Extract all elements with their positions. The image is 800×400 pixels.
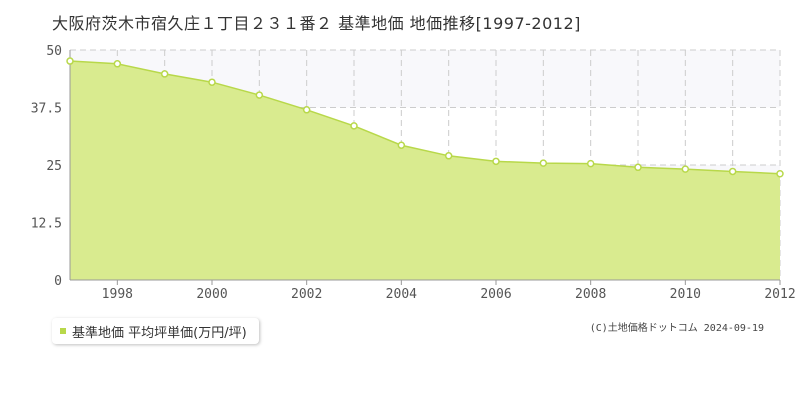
legend: 基準地価 平均坪単価(万円/坪): [52, 318, 259, 344]
data-point: [208, 78, 216, 86]
data-point: [492, 157, 500, 166]
data-point: [634, 163, 642, 172]
chart-title: 大阪府茨木市宿久庄１丁目２３１番２ 基準地価 地価推移[1997-2012]: [52, 14, 581, 33]
y-tick-label: 37.5: [31, 102, 62, 117]
x-tick-label: 2002: [291, 287, 322, 302]
data-point: [776, 169, 784, 178]
x-tick-label: 2004: [386, 287, 417, 302]
x-tick-label: 2000: [196, 287, 227, 302]
data-point: [444, 152, 453, 160]
data-point: [728, 167, 737, 176]
x-tick-label: 2012: [764, 287, 795, 302]
copyright-text: (C)土地価格ドットコム 2024-09-19: [589, 323, 764, 334]
y-tick-label: 12.5: [31, 217, 62, 232]
data-point: [350, 122, 358, 130]
data-point: [681, 165, 690, 173]
y-tick-label: 50: [46, 44, 62, 59]
series-area: [70, 61, 780, 280]
data-point: [66, 57, 74, 65]
data-point: [586, 159, 595, 168]
y-tick-label: 25: [46, 159, 62, 174]
x-tick-label: 2006: [480, 287, 511, 302]
legend-label: 基準地価 平均坪単価(万円/坪): [72, 325, 247, 341]
data-point: [255, 91, 264, 99]
series-line: [69, 60, 781, 175]
data-point: [539, 159, 548, 167]
y-tick-label: 0: [54, 274, 62, 289]
data-point: [160, 70, 169, 78]
legend-swatch: [60, 328, 66, 334]
x-tick-label: 2008: [575, 287, 606, 302]
data-point: [113, 60, 122, 68]
x-tick-label: 1998: [102, 287, 133, 302]
data-point: [302, 106, 311, 114]
data-point: [397, 141, 406, 149]
x-tick-label: 2010: [670, 287, 701, 302]
